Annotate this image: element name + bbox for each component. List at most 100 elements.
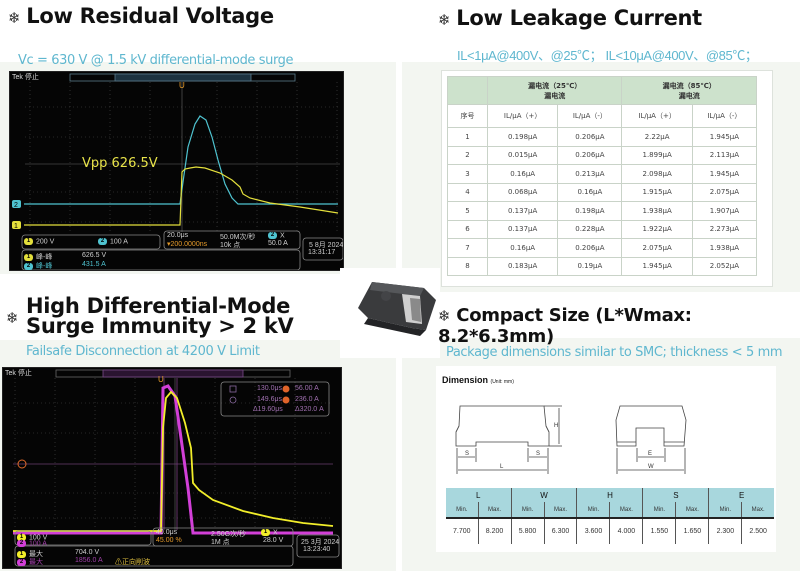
trigger-channel: 2 xyxy=(268,232,277,239)
title-line-1: High Differential-Mode xyxy=(26,294,291,318)
cell: 1.938μA xyxy=(621,201,693,221)
min-header: Min. xyxy=(446,502,479,519)
group-header-85c: 漏电流（85℃） 漏电流 xyxy=(621,76,757,105)
ch2-scale: 2 100 A xyxy=(17,540,47,547)
ch2-scale-value: 100 A xyxy=(29,540,47,548)
meas1-label: 峰-峰 xyxy=(36,254,53,261)
cell: 1.945μA xyxy=(621,256,693,276)
cell: 8 xyxy=(447,256,488,276)
section-title-compact: ❄ Compact Size (L*Wmax: 8.2*6.3mm) xyxy=(438,305,800,347)
title-line-2: Surge Immunity > 2 kV xyxy=(26,314,294,338)
record-length: 10k 点 xyxy=(220,242,241,249)
meas1: 1 峰-峰 626.5 V xyxy=(24,252,106,262)
cell: 1.650 xyxy=(675,518,709,544)
col-header: IL/μA（+） xyxy=(486,104,559,128)
label-l: L xyxy=(500,464,504,470)
cell: 2 xyxy=(447,145,488,165)
meas2-label: 峰-峰 xyxy=(36,263,53,270)
meas1-value: 626.5 V xyxy=(82,252,107,259)
dimension-table: L W H S E Min. Max. Min. Max. Min. Max. Min… xyxy=(446,488,774,544)
corner-cell xyxy=(447,76,488,105)
package-drawing: H S S L E W xyxy=(455,405,687,474)
table-row: 5 0.137μA 0.198μA 1.938μA 1.907μA xyxy=(447,201,758,221)
cell: 4 xyxy=(447,182,488,202)
cell: 0.16μA xyxy=(557,182,623,202)
label-s: S xyxy=(465,451,469,457)
cell: 2.098μA xyxy=(621,164,693,184)
cursor-delta-value: Δ320.0 A xyxy=(295,406,324,413)
subtitle-leakage: IL<1μA@400V、@25℃； IL<10μA@400V、@85℃； xyxy=(457,48,758,63)
sample-rate: 2.50G次/秒 xyxy=(211,531,247,538)
cell: 5 xyxy=(447,201,488,221)
cell: 2.273μA xyxy=(691,219,758,239)
col-header: IL/μA（+） xyxy=(621,104,693,128)
cell: 2.300 xyxy=(708,518,742,544)
record-length: 1M 点 xyxy=(211,539,230,546)
cell: 0.015μA xyxy=(486,145,559,165)
section-title-leakage: ❄ Low Leakage Current xyxy=(438,6,702,30)
leakage-table: 漏电流（25℃） 漏电流 漏电流（85℃） 漏电流 序号 IL/μA（+） IL/μ… xyxy=(447,76,758,276)
section-title-residual: ❄ Low Residual Voltage xyxy=(8,4,274,28)
group-header: E xyxy=(708,488,774,502)
ch1-scale: 1 100 V xyxy=(17,534,47,541)
cursor-b-value: 236.0 A xyxy=(295,396,319,403)
table-row: 3 0.16μA 0.213μA 2.098μA 1.945μA xyxy=(447,164,758,184)
meas2-value: 431.5 A xyxy=(82,261,106,268)
cell: 0.198μA xyxy=(486,127,559,147)
group-header: H xyxy=(576,488,643,502)
max-header: Max. xyxy=(477,502,512,519)
cell: 0.16μA xyxy=(486,164,559,184)
oscilloscope-capture-2: U Tek 停止 130.0μs 56.00 A 149.6μs 236.0 A… xyxy=(2,367,342,569)
time: 13:31:17 xyxy=(308,249,336,256)
cell: 0.137μA xyxy=(486,219,559,239)
snowflake-icon: ❄ xyxy=(438,11,451,29)
timebase: 40.0μs xyxy=(156,529,178,536)
cell: 0.213μA xyxy=(557,164,623,184)
trigger-type: X xyxy=(280,232,285,240)
leakage-table-card: 漏电流（25℃） 漏电流 漏电流（85℃） 漏电流 序号 IL/μA（+） IL/μ… xyxy=(441,70,773,287)
meas2: 2 峰-峰 431.5 A xyxy=(24,261,106,270)
cell: 0.198μA xyxy=(557,201,623,221)
cell: 0.183μA xyxy=(486,256,559,276)
time: 13:23:40 xyxy=(303,546,331,553)
svg-text:2: 2 xyxy=(14,202,18,209)
min-header: Min. xyxy=(576,502,610,519)
cell: 1.550 xyxy=(642,518,676,544)
cell: 0.228μA xyxy=(557,219,623,239)
svg-text:1: 1 xyxy=(14,223,18,230)
col-header: IL/μA（-） xyxy=(557,104,623,128)
min-header: Min. xyxy=(708,502,742,519)
cell: 1.922μA xyxy=(621,219,693,239)
dimension-unit: (Unit: mm) xyxy=(490,379,514,385)
cell: 2.113μA xyxy=(691,145,758,165)
meas2-label: 最大 xyxy=(29,559,43,566)
date: 5 8月 2024 xyxy=(309,242,344,249)
cell: 3.600 xyxy=(576,518,610,544)
label-s: S xyxy=(536,451,540,457)
cell: 1.915μA xyxy=(621,182,693,202)
scope-brand: Tek 停止 xyxy=(5,370,32,377)
cell: 1 xyxy=(447,127,488,147)
group-header-25c: 漏电流（25℃） 漏电流 xyxy=(486,76,623,105)
cell: 0.206μA xyxy=(557,127,623,147)
ch2-scale-value: 100 A xyxy=(110,238,128,246)
cell: 2.500 xyxy=(741,518,774,544)
ch1-scale: 1 200 V xyxy=(24,238,54,245)
snowflake-icon: ❄ xyxy=(6,309,19,327)
table-row: 4 0.068μA 0.16μA 1.915μA 2.075μA xyxy=(447,182,758,202)
col-header: 序号 xyxy=(447,104,488,128)
subtitle-surge: Failsafe Disconnection at 4200 V Limit xyxy=(26,344,260,359)
cell: 1.938μA xyxy=(691,238,758,258)
trigger-channel: 1 xyxy=(261,529,270,536)
trigger-position: ▾200.0000ns xyxy=(167,241,208,248)
dimension-title-text: Dimension xyxy=(442,375,489,385)
meas1-value: 704.0 V xyxy=(75,549,100,556)
ch1-scale-value: 100 V xyxy=(29,534,48,542)
cell: 2.22μA xyxy=(621,127,693,147)
group-header: S xyxy=(642,488,709,502)
max-header: Max. xyxy=(741,502,774,519)
label-h: H xyxy=(554,423,558,429)
table-row: 6 0.137μA 0.228μA 1.922μA 2.273μA xyxy=(447,219,758,239)
